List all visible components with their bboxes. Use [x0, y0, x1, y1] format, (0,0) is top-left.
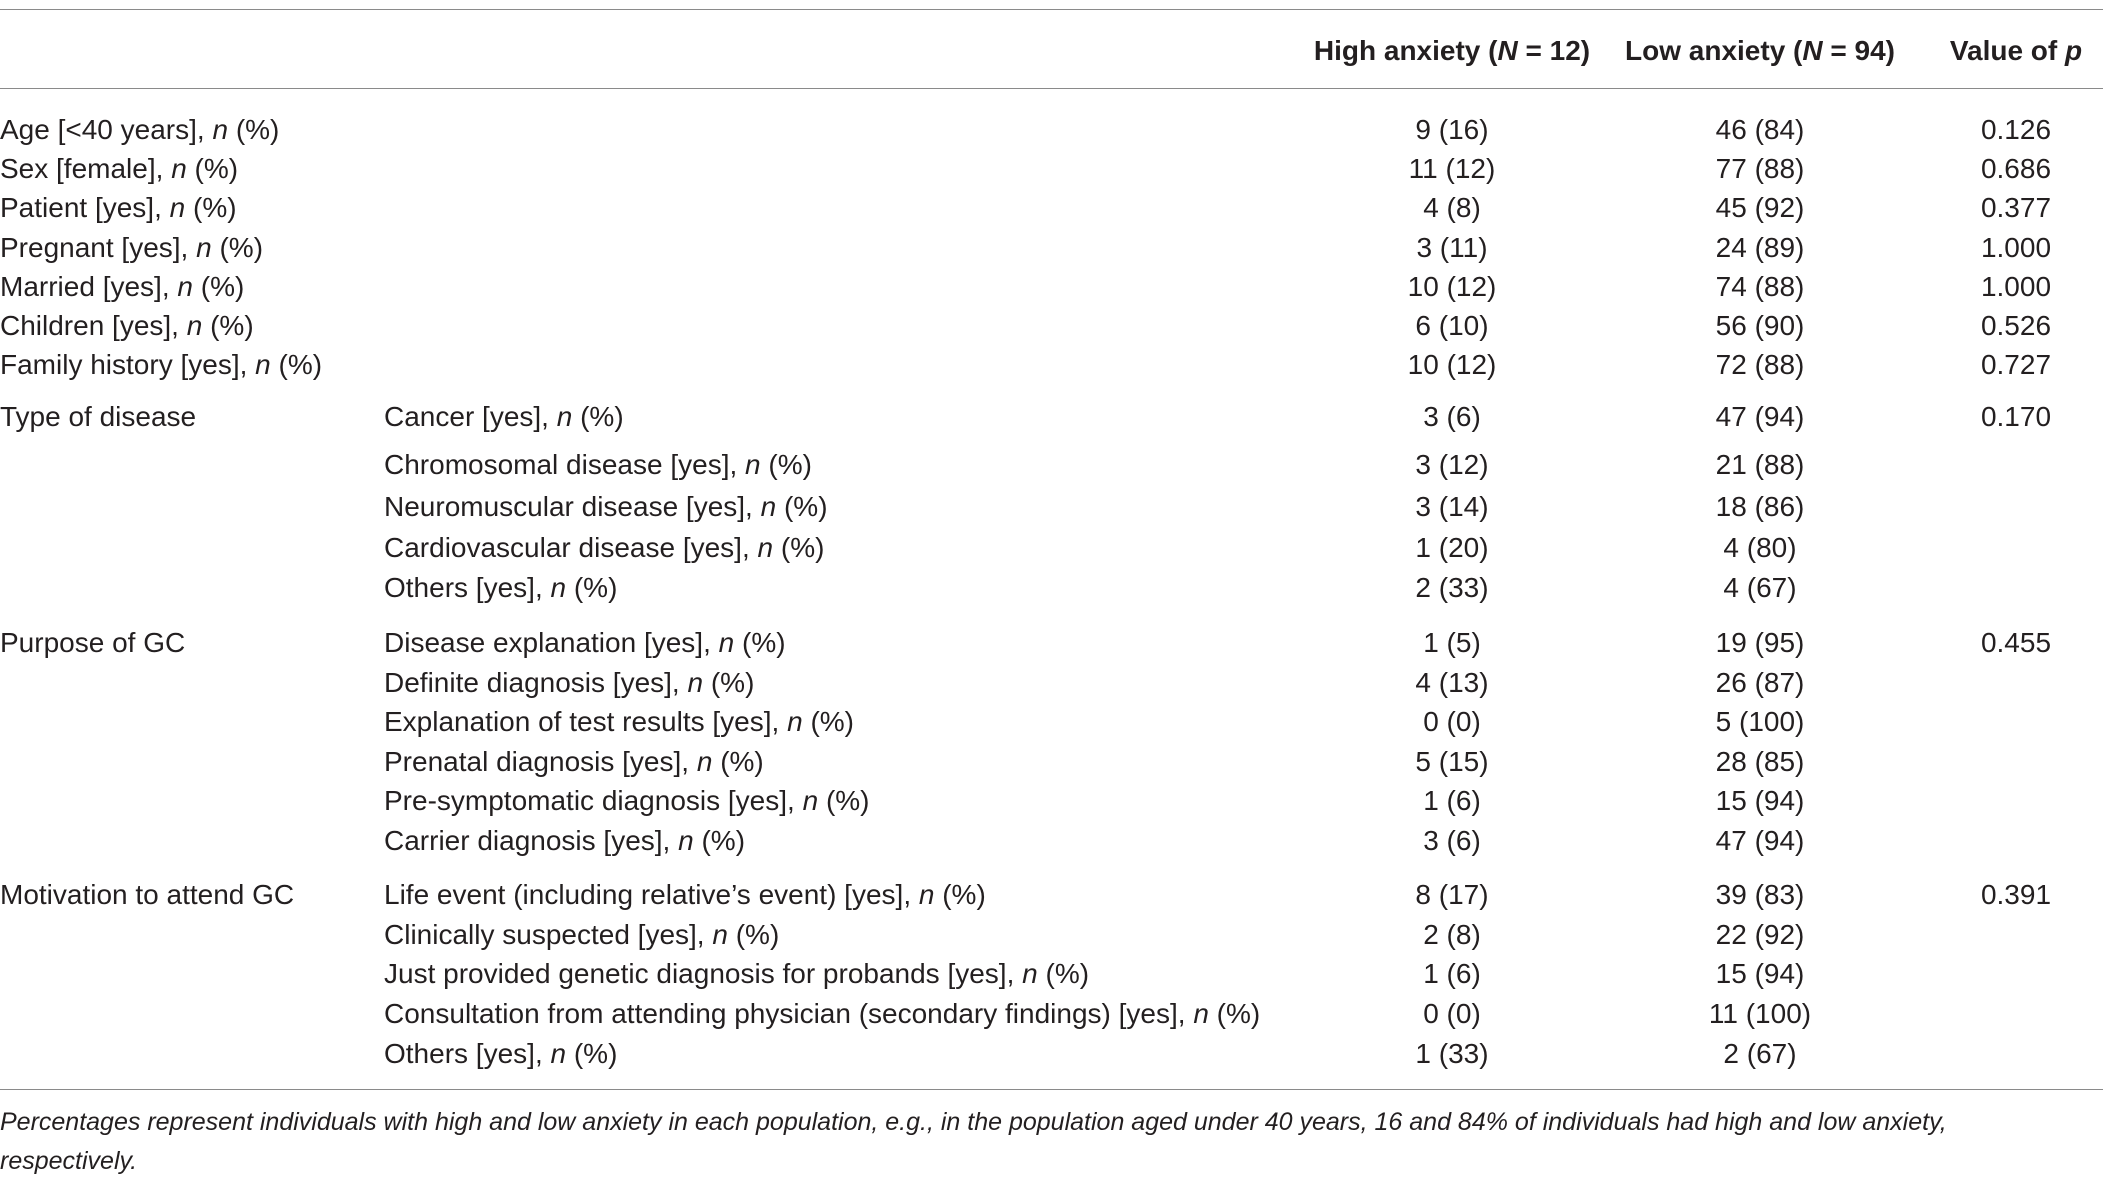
low-anxiety-value: 24 (89) [1715, 232, 1805, 263]
row-group-label: Married [yes], n (%) [0, 271, 245, 302]
high-anxiety-value: 3 (14) [1415, 491, 1489, 522]
row-item-label: Cancer [yes], n (%) [384, 401, 624, 432]
high-anxiety-value: 10 (12) [1407, 271, 1497, 302]
header-low-anxiety: Low anxiety (N = 94) [1625, 35, 1895, 66]
p-value: 0.377 [1980, 192, 2052, 223]
row-item-label: Definite diagnosis [yes], n (%) [384, 667, 755, 698]
low-anxiety-value: 15 (94) [1715, 958, 1805, 989]
row-group-label: Children [yes], n (%) [0, 310, 254, 341]
row-group-label: Sex [female], n (%) [0, 153, 239, 184]
p-value: 0.126 [1980, 114, 2052, 145]
high-anxiety-value: 3 (6) [1423, 825, 1481, 856]
p-value: 0.391 [1980, 879, 2052, 910]
low-anxiety-value: 21 (88) [1715, 449, 1805, 480]
low-anxiety-value: 5 (100) [1715, 706, 1805, 737]
low-anxiety-value: 56 (90) [1715, 310, 1805, 341]
row-item-label: Consultation from attending physician (s… [384, 998, 1261, 1029]
high-anxiety-value: 4 (8) [1423, 192, 1481, 223]
high-anxiety-value: 8 (17) [1415, 879, 1489, 910]
row-group-label: Pregnant [yes], n (%) [0, 232, 264, 263]
high-anxiety-value: 10 (12) [1407, 349, 1497, 380]
high-anxiety-value: 0 (0) [1423, 706, 1481, 737]
row-item-label: Life event (including relative’s event) … [384, 879, 986, 910]
low-anxiety-value: 11 (100) [1708, 998, 1812, 1029]
p-value: 1.000 [1980, 271, 2052, 302]
high-anxiety-value: 3 (11) [1416, 232, 1488, 263]
high-anxiety-value: 0 (0) [1423, 998, 1481, 1029]
low-anxiety-value: 26 (87) [1715, 667, 1805, 698]
row-group-label: Type of disease [0, 401, 197, 432]
high-anxiety-value: 1 (33) [1415, 1038, 1489, 1069]
high-anxiety-value: 1 (6) [1423, 785, 1481, 816]
low-anxiety-value: 74 (88) [1715, 271, 1805, 302]
low-anxiety-value: 77 (88) [1715, 153, 1805, 184]
low-anxiety-value: 47 (94) [1715, 825, 1805, 856]
low-anxiety-value: 2 (67) [1723, 1038, 1797, 1069]
p-value: 1.000 [1980, 232, 2052, 263]
row-item-label: Chromosomal disease [yes], n (%) [384, 449, 812, 480]
low-anxiety-value: 28 (85) [1715, 746, 1805, 777]
high-anxiety-value: 4 (13) [1415, 667, 1489, 698]
low-anxiety-value: 45 (92) [1715, 192, 1805, 223]
low-anxiety-value: 22 (92) [1715, 919, 1805, 950]
row-item-label: Carrier diagnosis [yes], n (%) [384, 825, 746, 856]
table-bottom-rule [0, 1089, 2103, 1090]
high-anxiety-value: 6 (10) [1415, 310, 1489, 341]
low-anxiety-value: 4 (80) [1723, 532, 1797, 563]
low-anxiety-value: 47 (94) [1715, 401, 1805, 432]
p-value: 0.727 [1980, 349, 2052, 380]
row-item-label: Cardiovascular disease [yes], n (%) [384, 532, 825, 563]
high-anxiety-value: 3 (6) [1423, 401, 1481, 432]
table-header-rule [0, 88, 2103, 89]
low-anxiety-value: 39 (83) [1715, 879, 1805, 910]
row-item-label: Just provided genetic diagnosis for prob… [384, 958, 1090, 989]
header-p-value: Value of p [1949, 35, 2083, 66]
p-value: 0.686 [1980, 153, 2052, 184]
table-footnote: Percentages represent individuals with h… [0, 1108, 1947, 1175]
row-item-label: Explanation of test results [yes], n (%) [384, 706, 854, 737]
row-group-label: Age [<40 years], n (%) [0, 114, 280, 145]
row-item-label: Disease explanation [yes], n (%) [384, 627, 786, 658]
high-anxiety-value: 1 (6) [1423, 958, 1481, 989]
p-value: 0.526 [1980, 310, 2052, 341]
low-anxiety-value: 15 (94) [1715, 785, 1805, 816]
row-group-label: Purpose of GC [0, 627, 186, 658]
high-anxiety-value: 2 (8) [1423, 919, 1481, 950]
row-item-label: Others [yes], n (%) [384, 572, 618, 603]
high-anxiety-value: 2 (33) [1415, 572, 1489, 603]
low-anxiety-value: 18 (86) [1715, 491, 1805, 522]
high-anxiety-value: 9 (16) [1415, 114, 1489, 145]
row-item-label: Pre-symptomatic diagnosis [yes], n (%) [384, 785, 870, 816]
high-anxiety-value: 1 (20) [1415, 532, 1489, 563]
row-item-label: Clinically suspected [yes], n (%) [384, 919, 780, 950]
low-anxiety-value: 72 (88) [1715, 349, 1805, 380]
p-value: 0.455 [1980, 627, 2052, 658]
header-high-anxiety: High anxiety (N = 12) [1313, 35, 1591, 66]
row-item-label: Prenatal diagnosis [yes], n (%) [384, 746, 764, 777]
table-top-rule [0, 9, 2103, 10]
high-anxiety-value: 5 (15) [1415, 746, 1489, 777]
low-anxiety-value: 46 (84) [1715, 114, 1805, 145]
low-anxiety-value: 19 (95) [1715, 627, 1805, 658]
row-item-label: Neuromuscular disease [yes], n (%) [384, 491, 828, 522]
row-group-label: Motivation to attend GC [0, 879, 295, 910]
row-group-label: Family history [yes], n (%) [0, 349, 323, 380]
row-item-label: Others [yes], n (%) [384, 1038, 618, 1069]
p-value: 0.170 [1980, 401, 2052, 432]
high-anxiety-value: 3 (12) [1415, 449, 1489, 480]
high-anxiety-value: 1 (5) [1423, 627, 1481, 658]
high-anxiety-value: 11 (12) [1408, 153, 1496, 184]
low-anxiety-value: 4 (67) [1723, 572, 1797, 603]
row-group-label: Patient [yes], n (%) [0, 192, 237, 223]
